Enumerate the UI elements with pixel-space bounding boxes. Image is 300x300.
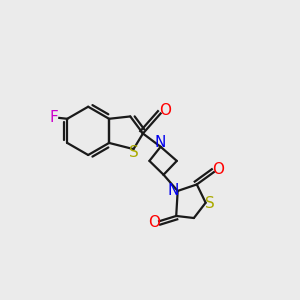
Text: S: S <box>206 196 215 211</box>
Text: O: O <box>148 215 160 230</box>
Text: O: O <box>212 162 224 177</box>
Text: N: N <box>155 135 166 150</box>
Text: S: S <box>129 145 138 160</box>
Text: N: N <box>167 183 179 198</box>
Text: F: F <box>50 110 58 125</box>
Text: O: O <box>159 103 171 118</box>
